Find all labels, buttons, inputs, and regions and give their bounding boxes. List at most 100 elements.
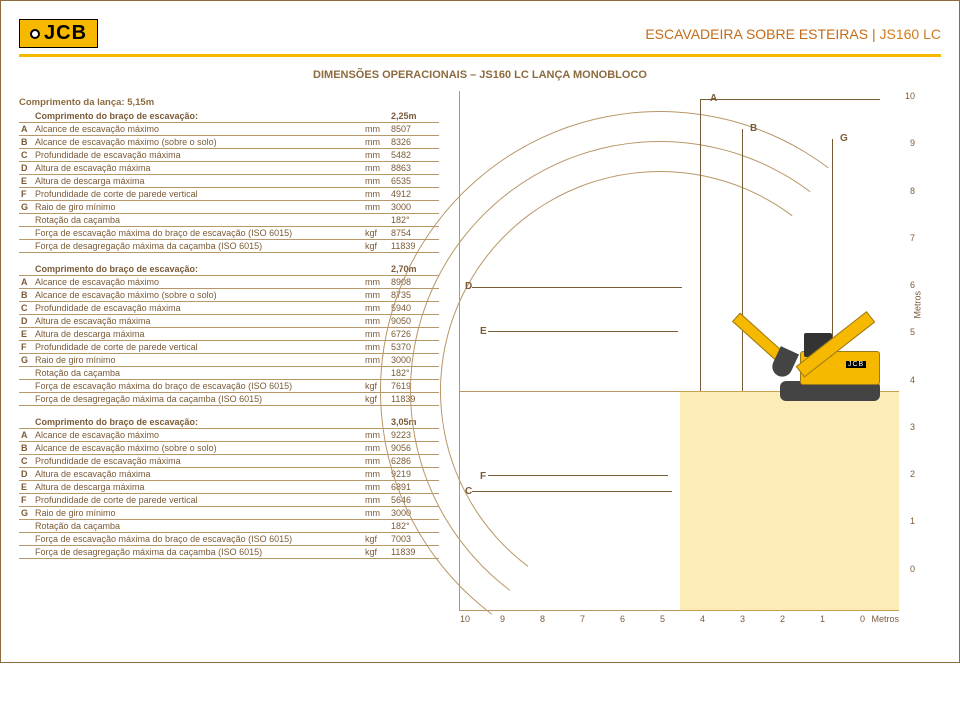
- row-unit: [363, 520, 389, 533]
- table-row: A Alcance de escavação máximo mm 8908: [19, 276, 439, 289]
- y-tick: 4: [910, 375, 915, 385]
- spec-table: Comprimento do braço de escavação: 2,25m…: [19, 110, 439, 253]
- content: Comprimento da lança: 5,15m Comprimento …: [19, 91, 941, 611]
- x-tick: 9: [500, 614, 505, 624]
- y-tick: 3: [910, 422, 915, 432]
- row-key: C: [19, 149, 33, 162]
- table-row: B Alcance de escavação máximo (sobre o s…: [19, 289, 439, 302]
- diagram-panel: A B G D E C F: [459, 91, 941, 611]
- row-key: [19, 380, 33, 393]
- row-value: 6535: [389, 175, 439, 188]
- table-row: Rotação da caçamba 182°: [19, 520, 439, 533]
- row-label: Profundidade de corte de parede vertical: [33, 341, 363, 354]
- dim-G: G: [840, 133, 848, 144]
- row-unit: mm: [363, 468, 389, 481]
- row-key: [19, 227, 33, 240]
- row-label: Profundidade de escavação máxima: [33, 455, 363, 468]
- row-key: [19, 520, 33, 533]
- row-label: Alcance de escavação máximo: [33, 276, 363, 289]
- row-key: B: [19, 442, 33, 455]
- row-key: B: [19, 136, 33, 149]
- table-row: Rotação da caçamba 182°: [19, 367, 439, 380]
- y-tick: 1: [910, 516, 915, 526]
- row-unit: mm: [363, 276, 389, 289]
- y-tick: 6: [910, 280, 915, 290]
- x-tick: 8: [540, 614, 545, 624]
- row-label: Força de escavação máxima do braço de es…: [33, 380, 363, 393]
- group-header-value: 2,25m: [389, 110, 439, 123]
- table-row: E Altura de descarga máxima mm 6726: [19, 328, 439, 341]
- row-key: D: [19, 315, 33, 328]
- row-unit: kgf: [363, 546, 389, 559]
- table-row: Força de escavação máxima do braço de es…: [19, 533, 439, 546]
- row-unit: mm: [363, 494, 389, 507]
- group-header-label: Comprimento do braço de escavação:: [33, 416, 363, 429]
- table-row: C Profundidade de escavação máxima mm 59…: [19, 302, 439, 315]
- row-label: Alcance de escavação máximo: [33, 429, 363, 442]
- logo: JCB: [19, 19, 98, 48]
- row-label: Profundidade de escavação máxima: [33, 149, 363, 162]
- table-row: D Altura de escavação máxima mm 9219: [19, 468, 439, 481]
- row-key: F: [19, 341, 33, 354]
- x-tick: 6: [620, 614, 625, 624]
- row-unit: mm: [363, 302, 389, 315]
- row-unit: mm: [363, 455, 389, 468]
- table-row: G Raio de giro mínimo mm 3000: [19, 201, 439, 214]
- table-row: G Raio de giro mínimo mm 3000: [19, 354, 439, 367]
- row-unit: mm: [363, 201, 389, 214]
- row-label: Força de desagregação máxima da caçamba …: [33, 546, 363, 559]
- spec-tables: Comprimento da lança: 5,15m Comprimento …: [19, 91, 439, 611]
- row-label: Rotação da caçamba: [33, 367, 363, 380]
- row-label: Força de escavação máxima do braço de es…: [33, 533, 363, 546]
- dim-F: F: [480, 471, 486, 482]
- row-key: C: [19, 455, 33, 468]
- dimline-C: [472, 491, 672, 492]
- table-row: Força de escavação máxima do braço de es…: [19, 227, 439, 240]
- row-key: [19, 240, 33, 253]
- row-unit: [363, 214, 389, 227]
- header-rule: [19, 54, 941, 57]
- y-tick: 8: [910, 186, 915, 196]
- row-value: 5482: [389, 149, 439, 162]
- table-row: A Alcance de escavação máximo mm 8507: [19, 123, 439, 136]
- table-row: G Raio de giro mínimo mm 3000: [19, 507, 439, 520]
- row-key: [19, 214, 33, 227]
- row-unit: kgf: [363, 240, 389, 253]
- row-unit: mm: [363, 175, 389, 188]
- y-tick: 10: [905, 91, 915, 101]
- row-key: F: [19, 494, 33, 507]
- spec-table: Comprimento do braço de escavação: 2,70m…: [19, 263, 439, 406]
- page: JCB ESCAVADEIRA SOBRE ESTEIRAS | JS160 L…: [0, 0, 960, 663]
- row-value: 8863: [389, 162, 439, 175]
- dim-B: B: [750, 123, 757, 134]
- row-unit: mm: [363, 123, 389, 136]
- row-key: C: [19, 302, 33, 315]
- header-title: ESCAVADEIRA SOBRE ESTEIRAS | JS160 LC: [645, 26, 941, 42]
- dimline-top: [700, 99, 880, 100]
- table-row: A Alcance de escavação máximo mm 9223: [19, 429, 439, 442]
- spec-table: Comprimento do braço de escavação: 3,05m…: [19, 416, 439, 559]
- x-axis-label: Metros: [871, 614, 899, 624]
- row-label: Alcance de escavação máximo: [33, 123, 363, 136]
- table-row: F Profundidade de corte de parede vertic…: [19, 188, 439, 201]
- y-tick: 2: [910, 469, 915, 479]
- table-row: Força de desagregação máxima da caçamba …: [19, 546, 439, 559]
- row-label: Altura de descarga máxima: [33, 328, 363, 341]
- table-row: B Alcance de escavação máximo (sobre o s…: [19, 442, 439, 455]
- x-tick: 1: [820, 614, 825, 624]
- table-row: Força de desagregação máxima da caçamba …: [19, 240, 439, 253]
- row-key: D: [19, 162, 33, 175]
- table-row: F Profundidade de corte de parede vertic…: [19, 494, 439, 507]
- group-header-label: Comprimento do braço de escavação:: [33, 263, 363, 276]
- row-key: A: [19, 429, 33, 442]
- group-header-label: Comprimento do braço de escavação:: [33, 110, 363, 123]
- row-label: Rotação da caçamba: [33, 214, 363, 227]
- section-title: DIMENSÕES OPERACIONAIS – JS160 LC LANÇA …: [19, 69, 941, 81]
- row-unit: mm: [363, 481, 389, 494]
- row-unit: kgf: [363, 533, 389, 546]
- row-key: [19, 533, 33, 546]
- x-tick: 7: [580, 614, 585, 624]
- row-label: Altura de escavação máxima: [33, 468, 363, 481]
- table-row: B Alcance de escavação máximo (sobre o s…: [19, 136, 439, 149]
- table-row: Força de desagregação máxima da caçamba …: [19, 393, 439, 406]
